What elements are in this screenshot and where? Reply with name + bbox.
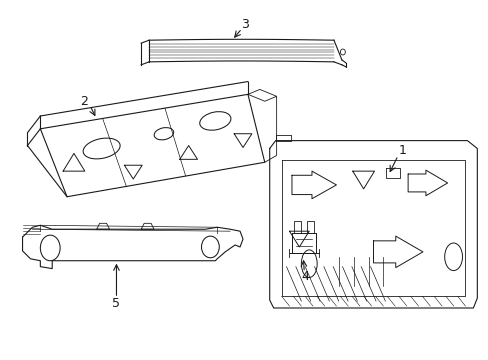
Text: 3: 3	[241, 18, 248, 31]
Text: 4: 4	[301, 270, 308, 283]
Text: 2: 2	[80, 95, 88, 108]
Text: 1: 1	[397, 144, 406, 157]
Text: 5: 5	[112, 297, 120, 310]
